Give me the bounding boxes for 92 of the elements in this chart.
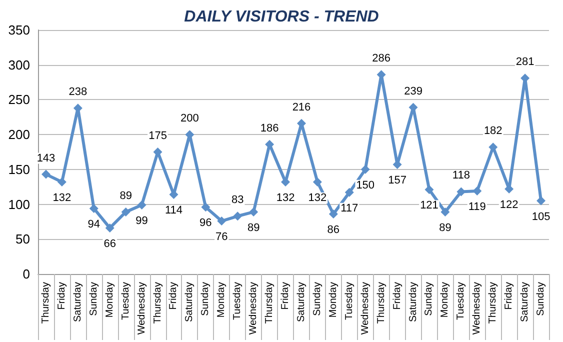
point <box>201 202 210 212</box>
x-tick-label: Friday <box>392 282 403 310</box>
data-label: 117 <box>340 202 358 214</box>
y-tick-label: 50 <box>16 232 30 247</box>
point <box>440 207 450 216</box>
data-label: 89 <box>247 222 260 234</box>
point <box>360 164 370 174</box>
data-label: 94 <box>88 218 100 230</box>
data-label: 150 <box>356 179 375 192</box>
x-tick-label: Friday <box>280 282 292 310</box>
data-label: 66 <box>104 238 116 250</box>
data-label: 86 <box>327 224 340 236</box>
data-label: 118 <box>452 170 470 182</box>
data-label: 281 <box>516 56 534 68</box>
x-tick-label: Tuesday <box>344 282 355 320</box>
chart-title: DAILY VISITORS - TREND <box>184 8 380 26</box>
x-tick-label: Monday <box>440 282 451 318</box>
x-tick-label: Thursday <box>152 282 164 324</box>
point <box>217 216 226 226</box>
x-tick-label: Saturday <box>296 282 307 322</box>
x-tick-label: Saturday <box>520 282 531 322</box>
x-tick-label: Monday <box>328 282 339 318</box>
data-label: 76 <box>216 231 228 244</box>
point <box>105 223 114 232</box>
y-tick-label: 150 <box>8 162 30 177</box>
data-label: 132 <box>276 192 295 204</box>
data-label: 132 <box>308 192 327 204</box>
x-tick-label: Sunday <box>88 282 100 316</box>
point <box>312 177 322 186</box>
x-tick-label: Wednesday <box>248 282 260 335</box>
data-label: 175 <box>148 130 167 142</box>
point <box>488 142 498 152</box>
x-tick-label: Thursday <box>40 282 52 324</box>
x-tick-label: Sunday <box>424 282 435 316</box>
data-label: 286 <box>372 52 391 65</box>
data-label: 114 <box>164 204 183 217</box>
x-tick-label: Friday <box>504 282 515 310</box>
y-tick-label: 250 <box>8 92 30 108</box>
point <box>57 177 66 186</box>
x-tick-label: Wednesday <box>472 282 483 335</box>
point <box>137 200 146 210</box>
data-label: 216 <box>292 101 311 114</box>
data-label: 96 <box>200 217 212 230</box>
point <box>536 196 546 206</box>
x-tick-label: Sunday <box>536 282 547 316</box>
data-label: 122 <box>500 198 518 211</box>
data-label: 89 <box>120 190 132 202</box>
y-tick-label: 100 <box>8 196 30 212</box>
point <box>328 210 338 219</box>
data-label: 99 <box>136 214 148 227</box>
data-label: 132 <box>52 192 72 204</box>
x-tick-label: Tuesday <box>232 282 244 320</box>
x-tick-label: Saturday <box>72 282 84 322</box>
data-label: 239 <box>404 85 422 98</box>
data-label: 105 <box>532 210 550 223</box>
x-tick-label: Saturday <box>408 282 419 322</box>
point <box>121 207 130 216</box>
point <box>472 186 482 196</box>
x-tick-label: Sunday <box>200 282 212 316</box>
x-tick-label: Tuesday <box>120 282 132 320</box>
data-label: 238 <box>68 86 88 98</box>
data-label: 182 <box>484 125 502 138</box>
y-tick-label: 350 <box>8 22 30 38</box>
x-tick-label: Thursday <box>376 282 387 324</box>
data-label: 186 <box>260 122 279 134</box>
x-tick-label: Sunday <box>312 282 323 316</box>
point <box>249 207 258 216</box>
data-label: 83 <box>231 194 244 206</box>
data-label: 200 <box>180 112 199 125</box>
x-tick-label: Saturday <box>184 282 196 322</box>
x-tick-label: Tuesday <box>456 282 467 320</box>
data-label: 89 <box>439 222 452 234</box>
y-tick-label: 300 <box>8 57 30 72</box>
x-tick-label: Monday <box>216 282 228 318</box>
data-label: 119 <box>468 201 486 214</box>
data-label: 121 <box>420 200 438 212</box>
x-tick-label: Monday <box>104 282 116 318</box>
x-tick-label: Thursday <box>264 282 276 324</box>
x-tick-label: Friday <box>56 282 68 310</box>
data-label: 143 <box>36 152 56 164</box>
point <box>41 170 50 179</box>
point <box>344 188 354 197</box>
y-tick-label: 200 <box>8 127 30 142</box>
x-tick-label: Wednesday <box>136 282 148 335</box>
x-tick-label: Friday <box>168 282 180 310</box>
y-tick-label: 0 <box>22 266 30 282</box>
point <box>233 212 242 221</box>
data-label: 157 <box>388 174 406 187</box>
point <box>424 185 434 194</box>
point <box>89 204 98 213</box>
x-tick-label: Wednesday <box>360 282 371 335</box>
x-tick-label: Thursday <box>488 282 499 324</box>
